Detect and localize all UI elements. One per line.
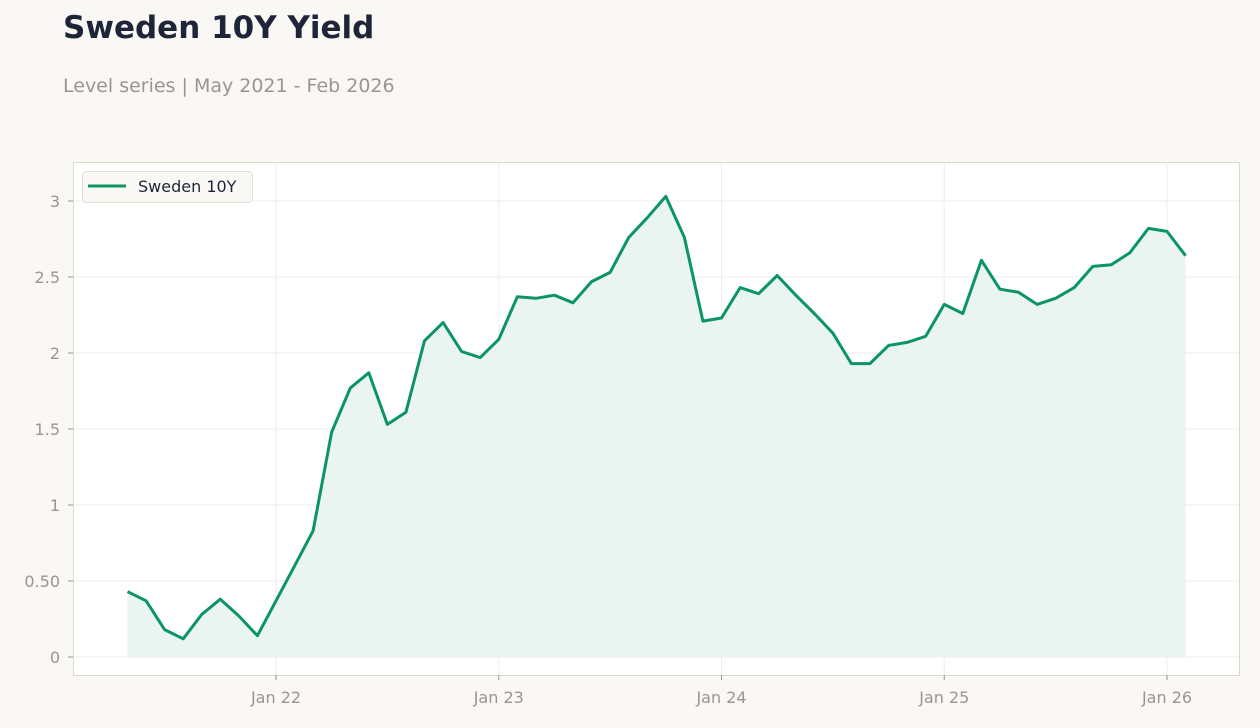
data-point [924,334,928,338]
data-point [794,293,798,297]
data-point [1165,229,1169,233]
data-point [998,287,1002,291]
data-point [1035,302,1039,306]
data-point [757,292,761,296]
data-point [181,637,185,641]
data-point [868,362,872,366]
data-point [645,216,649,220]
chart-subtitle: Level series | May 2021 - Feb 2026 [63,75,395,97]
data-point [1146,226,1150,230]
data-point [515,295,519,299]
data-point [775,273,779,277]
data-point [627,235,631,239]
data-point [534,296,538,300]
x-tick-label: Jan 23 [473,688,524,707]
data-point [1109,263,1113,267]
data-point [385,422,389,426]
x-tick-label: Jan 22 [250,688,301,707]
series-area [127,196,1186,657]
data-point [590,280,594,284]
y-tick-label: 0 [50,648,60,667]
legend: Sweden 10Y [82,171,253,203]
data-point [1091,264,1095,268]
data-point [1072,286,1076,290]
data-point [255,634,259,638]
data-point [738,286,742,290]
data-point [163,628,167,632]
legend-label: Sweden 10Y [138,177,237,196]
data-point [608,270,612,274]
data-point [812,311,816,315]
data-point [979,258,983,262]
y-tick-label: 1.5 [35,420,60,439]
y-tick-label: 0.50 [24,572,60,591]
data-point [441,321,445,325]
x-tick-label: Jan 24 [695,688,746,707]
data-point [552,293,556,297]
data-point [961,311,965,315]
data-point [460,349,464,353]
series-line [126,194,1187,641]
data-point [720,316,724,320]
data-point [144,599,148,603]
data-point [293,564,297,568]
data-point [497,337,501,341]
data-point [330,430,334,434]
data-point [905,340,909,344]
x-tick-label: Jan 25 [918,688,969,707]
data-point [1054,296,1058,300]
data-point [126,590,130,594]
data-point [237,614,241,618]
data-point [274,599,278,603]
data-point [404,410,408,414]
data-point [1184,254,1188,258]
data-point [423,339,427,343]
data-point [478,356,482,360]
y-tick-label: 1 [50,496,60,515]
data-point [849,362,853,366]
data-point [571,301,575,305]
x-tick-label: Jan 26 [1141,688,1192,707]
chart-title: Sweden 10Y Yield [63,10,375,46]
y-tick-label: 2.5 [35,268,60,287]
data-point [831,331,835,335]
y-tick-label: 2 [50,344,60,363]
data-point [942,302,946,306]
data-point [664,194,668,198]
y-tick-label: 3 [50,192,60,211]
data-point [682,235,686,239]
data-point [348,386,352,390]
data-point [218,597,222,601]
data-point [1017,290,1021,294]
data-point [200,612,204,616]
data-point [701,319,705,323]
data-point [887,343,891,347]
data-point [1128,251,1132,255]
data-point [367,371,371,375]
data-point [311,529,315,533]
